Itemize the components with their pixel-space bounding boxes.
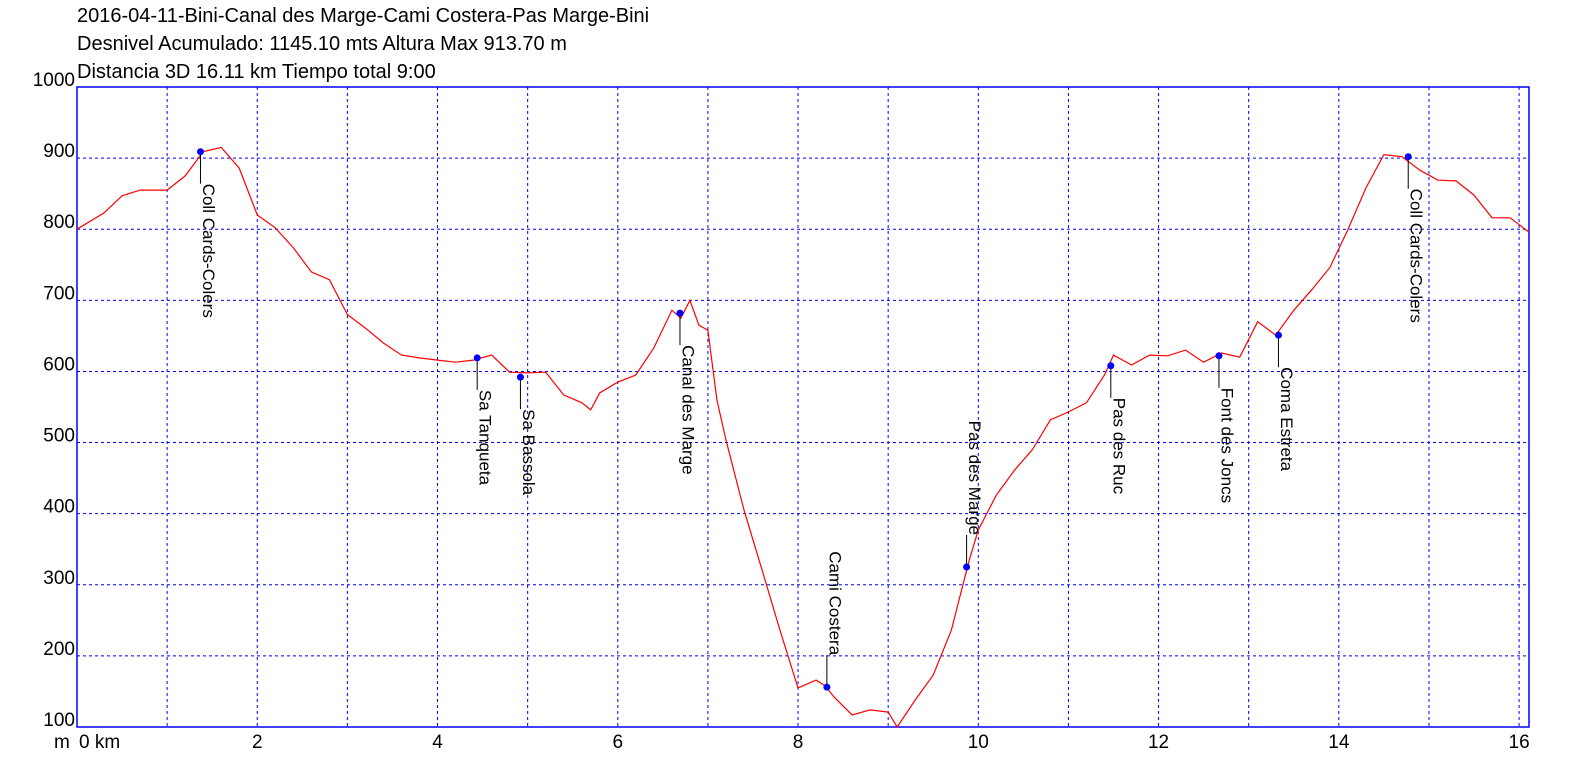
waypoint-label: Sa Bassola (519, 409, 538, 496)
waypoint-label: Pas des Ruc (1109, 398, 1128, 495)
title-line: 2016-04-11-Bini-Canal des Marge-Cami Cos… (77, 5, 649, 27)
y-tick-label: 700 (43, 283, 75, 304)
x-tick-label: 8 (793, 732, 804, 753)
waypoint-marker (473, 354, 481, 362)
y-tick-label: 300 (43, 568, 75, 589)
y-tick-label: 200 (43, 639, 75, 660)
x-tick-label: 16 (1509, 732, 1530, 753)
y-tick-label: 100 (43, 710, 75, 731)
x-tick-label: 4 (432, 732, 443, 753)
x-tick-label: 12 (1148, 732, 1169, 753)
waypoint-marker (516, 373, 524, 381)
waypoint-marker (1215, 352, 1223, 360)
waypoint-marker (1274, 331, 1282, 339)
y-tick-label: 900 (43, 141, 75, 162)
waypoint-label: Font des Joncs (1217, 388, 1236, 503)
title-line: Distancia 3D 16.11 km Tiempo total 9:00 (77, 61, 436, 83)
waypoint-marker (196, 148, 204, 156)
waypoint-label: Canal des Marge (678, 345, 697, 474)
y-tick-label: 500 (43, 426, 75, 447)
x-tick-label: 2 (252, 732, 263, 753)
y-tick-label: 1000 (33, 70, 75, 91)
x-tick-label: 10 (968, 732, 989, 753)
waypoint-label: Coll Cards-Colers (1407, 189, 1426, 323)
waypoint-marker (963, 563, 971, 571)
waypoint-label: Pas des Marge (965, 421, 984, 535)
waypoint-label: Coma Estreta (1277, 367, 1296, 471)
waypoint-label: Sa Tanqueta (476, 390, 495, 486)
y-tick-label: 800 (43, 212, 75, 233)
x-tick-label: 6 (612, 732, 623, 753)
title-line: Desnivel Acumulado: 1145.10 mts Altura M… (77, 33, 567, 55)
x-tick-label: 0 km (79, 732, 120, 753)
waypoint-marker (1107, 362, 1115, 370)
y-axis-label: m (54, 732, 70, 753)
y-tick-label: 600 (43, 354, 75, 375)
waypoint-marker (1404, 153, 1412, 161)
plot-border (76, 86, 1530, 728)
waypoint-label: Coll Cards-Colers (199, 184, 218, 318)
profile-line (76, 146, 1530, 729)
waypoint-label: Cami Costera (825, 551, 844, 655)
waypoint-marker (823, 683, 831, 691)
y-tick-label: 400 (43, 497, 75, 518)
x-tick-label: 14 (1328, 732, 1350, 753)
waypoint-marker (676, 309, 684, 317)
